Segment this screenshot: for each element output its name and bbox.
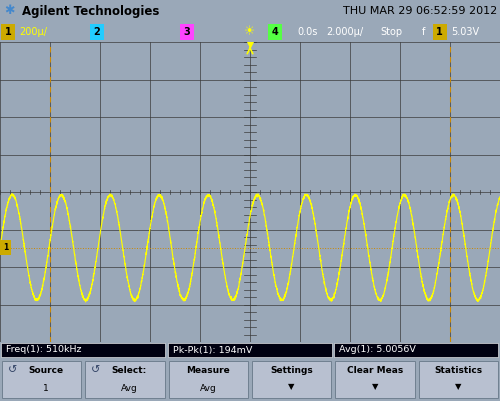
Bar bbox=[418, 361, 498, 399]
Text: Stop: Stop bbox=[380, 27, 402, 37]
Text: f: f bbox=[422, 27, 425, 37]
Bar bbox=[334, 343, 498, 357]
Text: Pk-Pk(1): 194mV: Pk-Pk(1): 194mV bbox=[172, 346, 252, 354]
Bar bbox=[252, 361, 332, 399]
Bar bbox=[432, 24, 446, 41]
Text: THU MAR 29 06:52:59 2012: THU MAR 29 06:52:59 2012 bbox=[343, 6, 498, 16]
Text: ▼: ▼ bbox=[455, 382, 462, 391]
Bar bbox=[86, 361, 164, 399]
Text: 1: 1 bbox=[43, 384, 49, 393]
Text: ▼: ▼ bbox=[372, 382, 378, 391]
Bar bbox=[90, 24, 104, 41]
Text: 200μ/: 200μ/ bbox=[19, 27, 47, 37]
Text: 5.03V: 5.03V bbox=[451, 27, 479, 37]
Text: 4: 4 bbox=[271, 27, 278, 37]
Text: Freq(1): 510kHz: Freq(1): 510kHz bbox=[6, 346, 82, 354]
Text: 1: 1 bbox=[3, 243, 8, 252]
Text: 2.000μ/: 2.000μ/ bbox=[326, 27, 363, 37]
Text: Avg(1): 5.0056V: Avg(1): 5.0056V bbox=[339, 346, 416, 354]
Text: Source: Source bbox=[28, 366, 64, 375]
Text: ✱: ✱ bbox=[4, 4, 14, 18]
Text: ☀: ☀ bbox=[244, 26, 256, 38]
Text: ▼: ▼ bbox=[288, 382, 295, 391]
Bar bbox=[336, 361, 414, 399]
Text: Settings: Settings bbox=[270, 366, 313, 375]
Text: Avg: Avg bbox=[121, 384, 138, 393]
Text: Select:: Select: bbox=[112, 366, 147, 375]
Bar bbox=[168, 343, 332, 357]
Text: Avg: Avg bbox=[200, 384, 216, 393]
Text: 1: 1 bbox=[436, 27, 443, 37]
Text: ↺: ↺ bbox=[8, 365, 17, 375]
Bar bbox=[180, 24, 194, 41]
Text: Agilent Technologies: Agilent Technologies bbox=[22, 4, 160, 18]
Bar bbox=[0, 240, 11, 255]
Bar bbox=[1, 24, 15, 41]
Text: 2: 2 bbox=[94, 27, 100, 37]
Bar bbox=[2, 361, 82, 399]
Bar bbox=[1, 343, 165, 357]
Bar bbox=[268, 24, 281, 41]
Text: 3: 3 bbox=[184, 27, 190, 37]
Text: Clear Meas: Clear Meas bbox=[347, 366, 403, 375]
Text: ↺: ↺ bbox=[91, 365, 100, 375]
Text: Measure: Measure bbox=[186, 366, 230, 375]
Bar bbox=[168, 361, 248, 399]
Text: 0.0s: 0.0s bbox=[298, 27, 318, 37]
Text: Statistics: Statistics bbox=[434, 366, 482, 375]
Text: 1: 1 bbox=[4, 27, 12, 37]
